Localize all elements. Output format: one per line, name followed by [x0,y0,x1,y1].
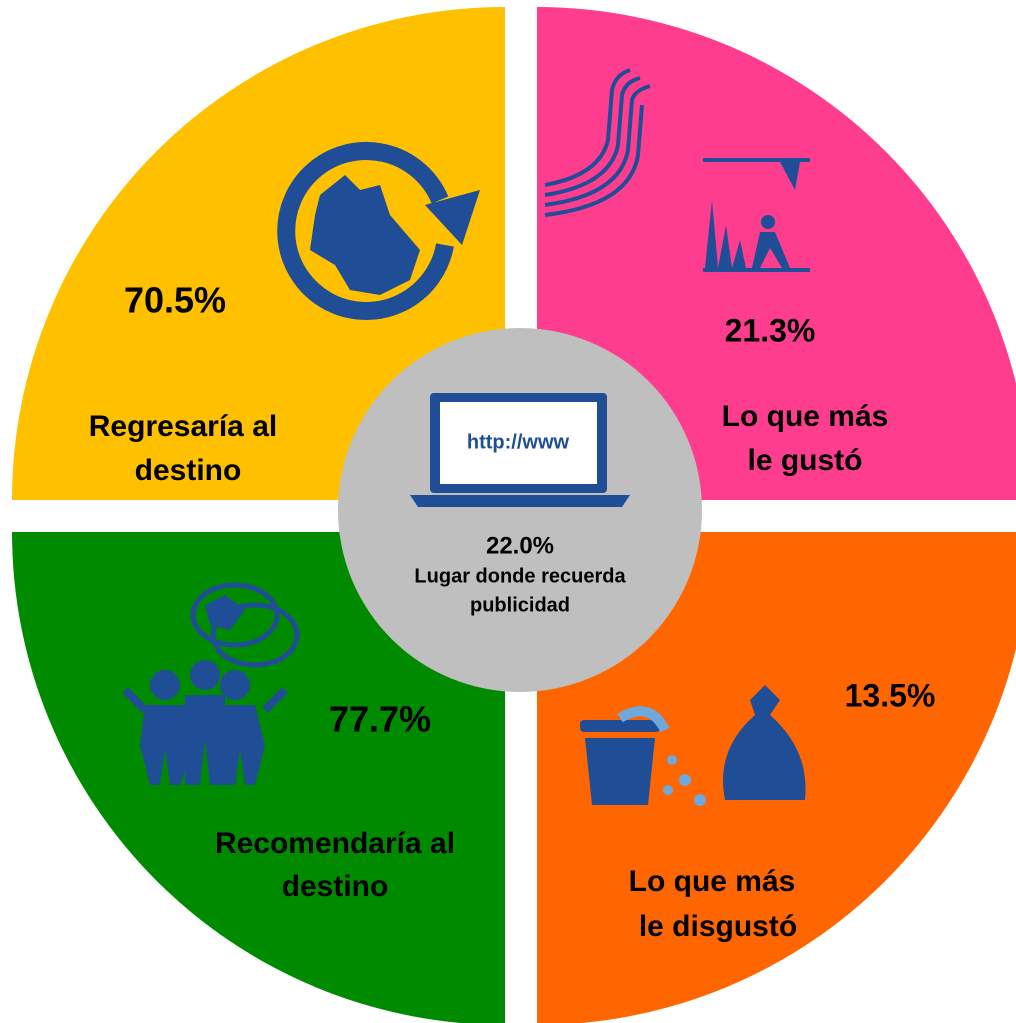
center-label: Lugar donde recuerda [414,565,626,587]
quadrant-return [12,7,505,500]
liked-value: 21.3% [725,312,816,348]
disliked-value: 13.5% [845,677,936,713]
center-value: 22.0% [486,532,554,559]
return-label: destino [135,454,242,487]
disliked-label: Lo que más [629,865,796,898]
url-text: http://www [467,431,570,453]
return-icon [277,141,480,320]
disliked-icon [580,685,806,806]
center-label: publicidad [470,594,570,616]
liked-label: le gustó [747,444,862,477]
recommend-icon [122,582,300,785]
liked-label: Lo que más [722,400,889,433]
center-circle [338,328,702,692]
disliked-label: le disgustó [639,910,797,943]
return-label: Regresaría al [89,410,277,443]
recommend-label: destino [282,870,389,903]
liked-icon [544,68,810,272]
return-value: 70.5% [124,280,226,321]
recommend-value: 77.7% [329,699,431,740]
recommend-label: Recomendaría al [215,827,455,860]
quadrant-recommend [12,532,505,1023]
advert-icon [410,393,630,507]
